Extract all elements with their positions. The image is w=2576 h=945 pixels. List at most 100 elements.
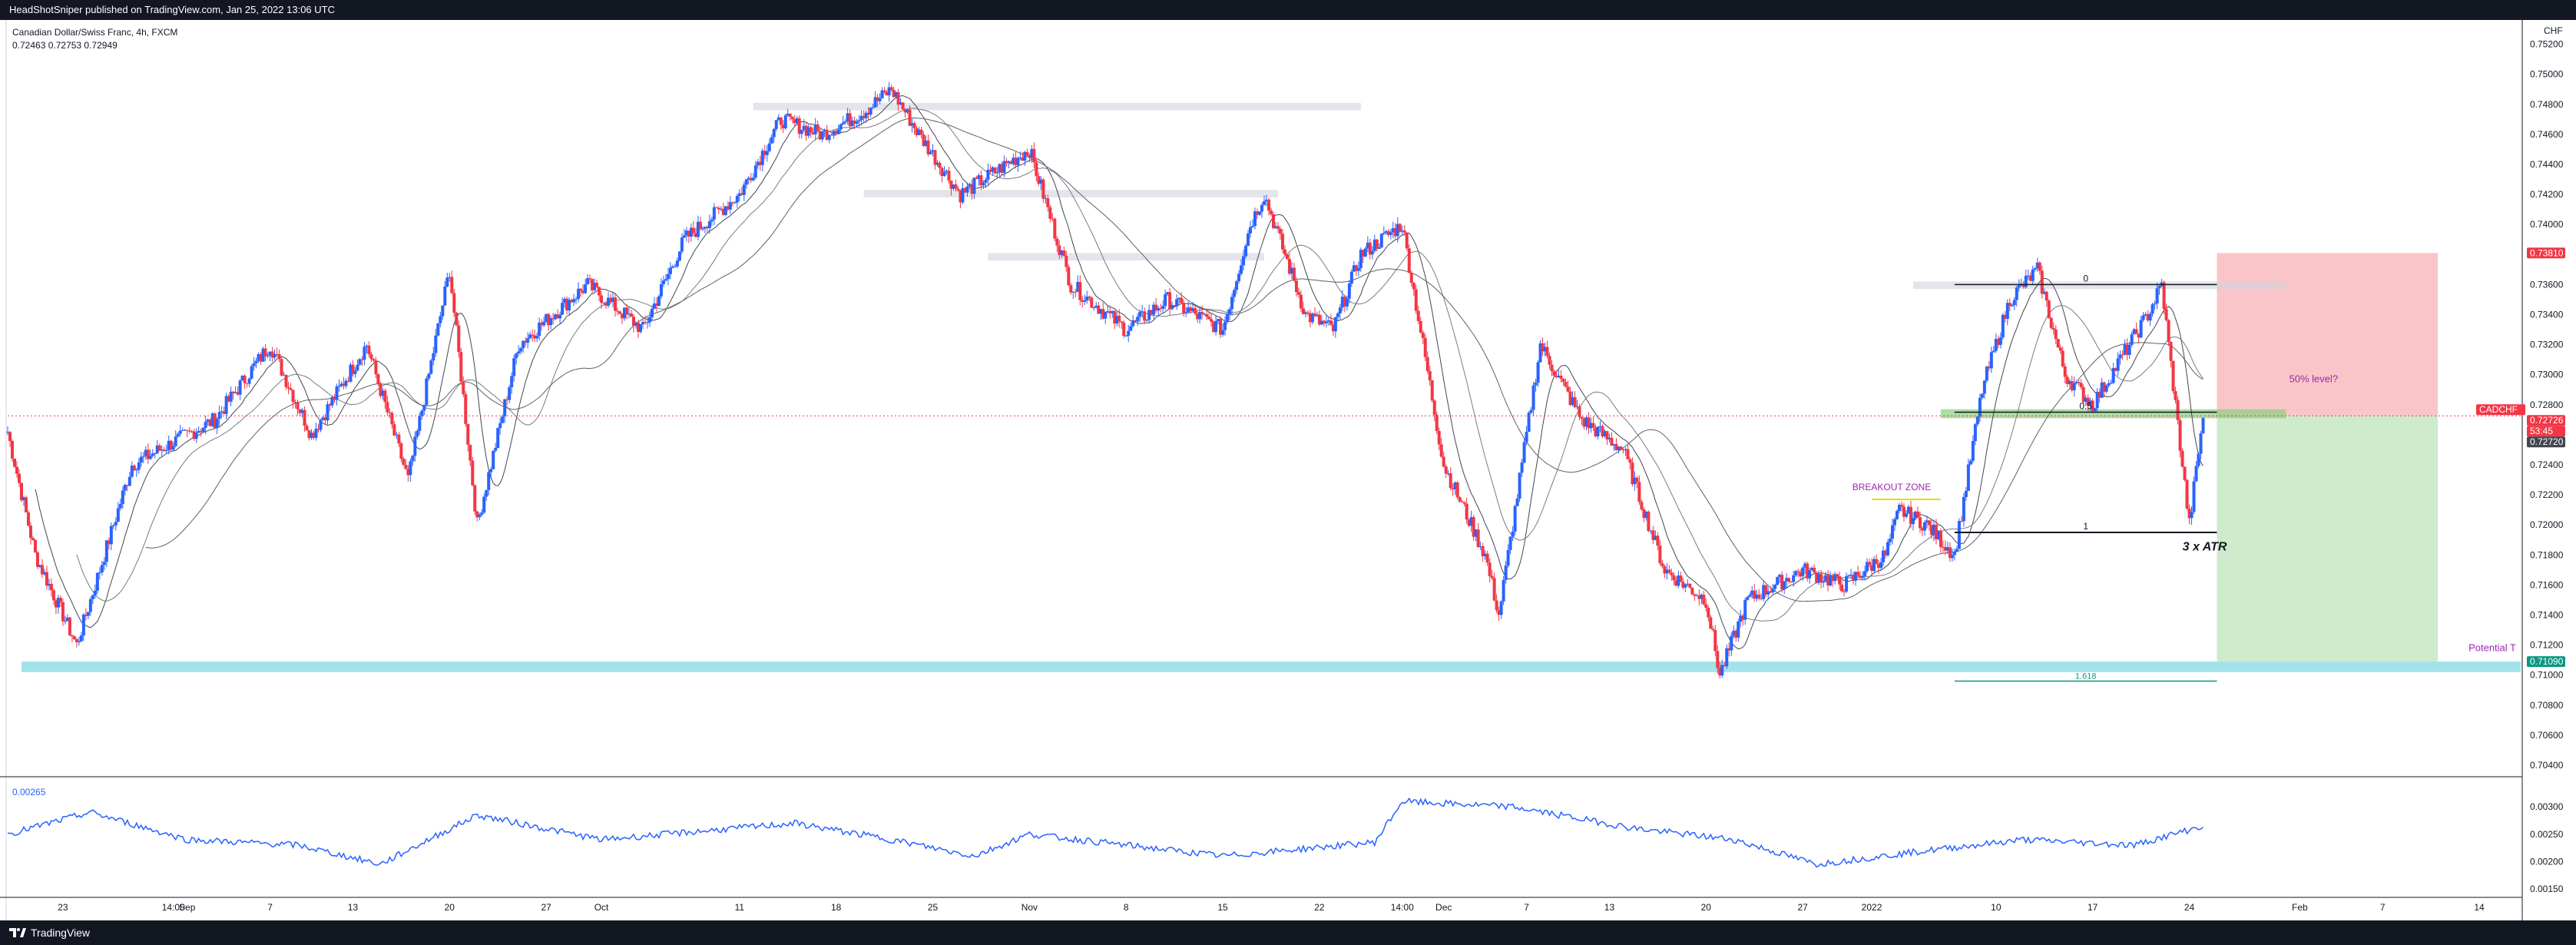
candle xyxy=(2139,320,2143,338)
candle xyxy=(1672,575,1676,581)
candle xyxy=(498,423,502,429)
candle xyxy=(2098,392,2101,398)
tradingview-brand[interactable]: TradingView xyxy=(9,927,90,939)
candle xyxy=(1196,313,1200,320)
candle xyxy=(1819,574,1823,583)
time-tick-label: 11 xyxy=(735,902,745,913)
candle xyxy=(1439,444,1443,457)
candle xyxy=(213,413,217,428)
candle xyxy=(2118,354,2122,359)
candle xyxy=(2164,309,2168,320)
candle xyxy=(1948,547,1952,559)
candle xyxy=(2194,466,2198,482)
time-tick-label: 23 xyxy=(58,902,68,913)
candle xyxy=(839,124,843,130)
candle xyxy=(1343,297,1346,307)
time-tick-label: 8 xyxy=(1124,902,1129,913)
candle xyxy=(661,280,665,284)
candle xyxy=(995,172,999,174)
candle xyxy=(1423,337,1427,357)
time-tick-label: 24 xyxy=(2184,902,2195,913)
candle xyxy=(1449,473,1452,489)
candle xyxy=(670,266,674,268)
candle xyxy=(282,374,286,376)
candle xyxy=(1016,158,1020,165)
candle xyxy=(1264,199,1268,201)
candle xyxy=(1007,161,1011,164)
candle xyxy=(121,490,124,504)
candle xyxy=(1338,307,1342,313)
candle xyxy=(1568,391,1572,406)
candle xyxy=(657,296,661,307)
candle xyxy=(1889,539,1892,542)
last-price-tag-bg xyxy=(2527,415,2565,426)
candle xyxy=(1065,256,1068,267)
candle xyxy=(1386,230,1390,235)
candle xyxy=(1263,201,1266,205)
candle xyxy=(1964,490,1968,497)
candle xyxy=(1799,572,1803,577)
candle xyxy=(1099,309,1103,314)
candle xyxy=(1180,297,1184,303)
candle xyxy=(682,235,686,238)
resistance-zone xyxy=(863,190,1278,197)
candle xyxy=(1214,320,1218,333)
candle xyxy=(2199,433,2203,454)
candle xyxy=(2088,400,2092,406)
candle xyxy=(351,364,355,374)
candle xyxy=(652,303,656,309)
candle xyxy=(1904,513,1908,517)
candle xyxy=(19,482,23,501)
candle xyxy=(1094,305,1098,308)
candle xyxy=(2183,466,2187,480)
candle xyxy=(887,87,891,96)
candle xyxy=(148,456,152,459)
candle xyxy=(335,386,339,400)
candle xyxy=(763,151,767,155)
candle xyxy=(1633,477,1637,485)
candle xyxy=(1679,575,1683,582)
open-price-tag-bg xyxy=(2527,436,2565,448)
candle xyxy=(469,444,472,461)
candle xyxy=(735,196,739,203)
candle xyxy=(1030,148,1034,158)
candle xyxy=(459,352,463,382)
candle xyxy=(1555,375,1558,377)
candle xyxy=(538,322,541,337)
candle xyxy=(1833,574,1837,582)
atr-label: 3 x ATR xyxy=(2183,540,2227,553)
candle xyxy=(1046,198,1050,207)
candle xyxy=(694,233,697,237)
candle xyxy=(508,387,512,400)
candle xyxy=(786,113,790,116)
candle xyxy=(1826,575,1830,586)
candle xyxy=(310,433,313,439)
time-tick-label: 7 xyxy=(2380,902,2386,913)
candle xyxy=(982,182,985,186)
open-price-tag: 0.72720 xyxy=(2530,436,2564,447)
candle xyxy=(972,177,976,194)
candles-layer xyxy=(6,81,2205,679)
candle xyxy=(402,459,406,466)
candle xyxy=(1566,386,1570,392)
candle xyxy=(485,489,488,497)
candle xyxy=(1644,512,1648,519)
time-tick-label: 10 xyxy=(1991,902,2002,913)
time-tick-label: Oct xyxy=(594,902,609,913)
candle xyxy=(1746,597,1750,600)
candle xyxy=(1651,530,1655,540)
candle xyxy=(977,175,981,179)
price-chart[interactable]: 0 0.5 1 1.618 50% level? BREAKOUT ZONE 3 x ATR… xyxy=(0,20,2576,920)
price-tick-label: 0.71600 xyxy=(2530,579,2564,590)
price-axis[interactable]: CHF 0.75200 0.75000 0.74800 0.74600 0.74400 0.… xyxy=(8,25,2565,894)
candle xyxy=(912,123,916,128)
candle xyxy=(1831,575,1835,582)
candle xyxy=(818,131,822,140)
candle xyxy=(991,167,995,172)
candle xyxy=(33,539,37,552)
time-tick-label: 13 xyxy=(1604,902,1615,913)
candle xyxy=(471,460,475,486)
candle xyxy=(1943,546,1947,551)
candle xyxy=(102,562,106,565)
